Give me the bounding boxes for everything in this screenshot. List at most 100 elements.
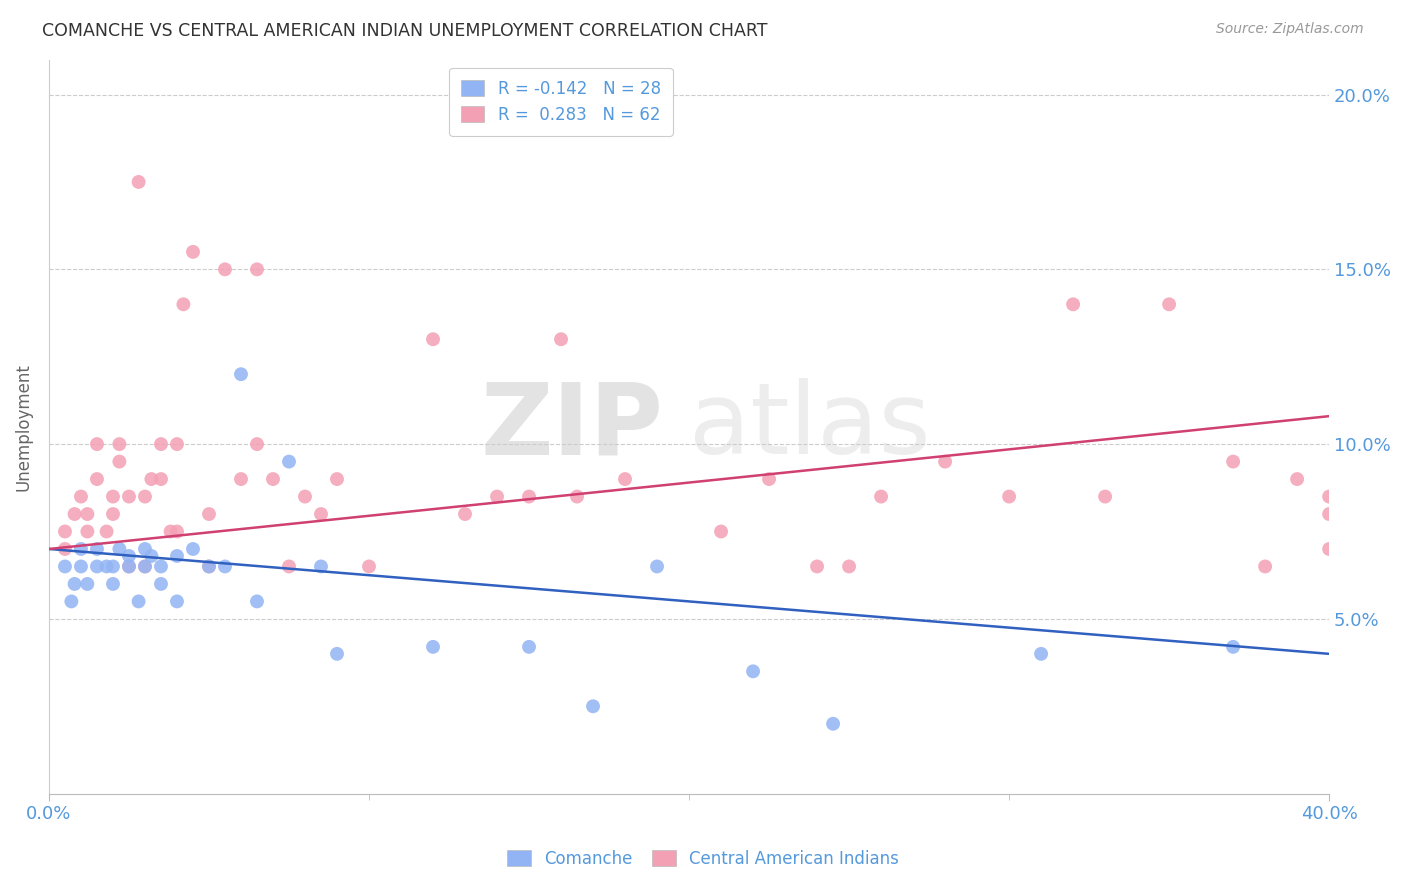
Point [166,549,188,563]
Point [63,577,86,591]
Point [326,647,349,661]
Point [86,559,108,574]
Point [76,524,98,539]
Point [96,524,118,539]
Point [53,559,76,574]
Point [86,541,108,556]
Point [838,559,860,574]
Point [172,297,194,311]
Point [1317,541,1340,556]
Point [159,524,181,539]
Point [823,716,845,731]
Point [149,472,172,486]
Point [128,175,150,189]
Point [118,490,141,504]
Point [1254,559,1277,574]
Point [166,524,188,539]
Point [149,437,172,451]
Point [758,472,780,486]
Point [1159,297,1181,311]
Point [214,262,236,277]
Point [86,472,108,486]
Y-axis label: Unemployment: Unemployment [15,363,32,491]
Point [166,594,188,608]
Point [565,490,588,504]
Point [101,577,124,591]
Point [1317,490,1340,504]
Point [278,559,301,574]
Point [101,507,124,521]
Point [1286,472,1309,486]
Point [517,640,540,654]
Point [181,244,204,259]
Point [128,594,150,608]
Point [86,437,108,451]
Point [134,490,156,504]
Text: ZIP: ZIP [481,378,664,475]
Point [246,262,269,277]
Point [108,541,131,556]
Point [108,437,131,451]
Point [870,490,893,504]
Text: Source: ZipAtlas.com: Source: ZipAtlas.com [1216,22,1364,37]
Point [101,490,124,504]
Point [60,594,83,608]
Point [645,87,668,102]
Point [710,524,733,539]
Point [357,559,380,574]
Point [76,507,98,521]
Point [134,559,156,574]
Point [181,541,204,556]
Point [1062,297,1084,311]
Point [149,577,172,591]
Text: COMANCHE VS CENTRAL AMERICAN INDIAN UNEMPLOYMENT CORRELATION CHART: COMANCHE VS CENTRAL AMERICAN INDIAN UNEM… [42,22,768,40]
Point [214,559,236,574]
Point [309,559,332,574]
Point [645,559,668,574]
Point [294,490,316,504]
Point [422,332,444,346]
Point [582,699,605,714]
Point [108,454,131,468]
Point [1094,490,1116,504]
Point [134,541,156,556]
Point [118,549,141,563]
Point [517,490,540,504]
Point [70,541,93,556]
Point [166,437,188,451]
Point [262,472,284,486]
Point [550,332,572,346]
Point [614,472,637,486]
Point [229,472,252,486]
Legend: Comanche, Central American Indians: Comanche, Central American Indians [501,844,905,875]
Point [96,559,118,574]
Point [118,559,141,574]
Text: atlas: atlas [689,378,931,475]
Point [934,454,956,468]
Point [422,640,444,654]
Point [134,559,156,574]
Point [149,559,172,574]
Point [70,559,93,574]
Point [53,541,76,556]
Point [198,559,221,574]
Point [742,665,765,679]
Point [486,490,509,504]
Point [278,454,301,468]
Point [998,490,1021,504]
Point [70,490,93,504]
Point [1222,454,1244,468]
Point [229,368,252,382]
Point [198,559,221,574]
Point [454,507,477,521]
Point [101,559,124,574]
Point [1317,507,1340,521]
Point [141,549,163,563]
Point [118,559,141,574]
Point [76,577,98,591]
Point [806,559,828,574]
Point [246,594,269,608]
Legend: R = -0.142   N = 28, R =  0.283   N = 62: R = -0.142 N = 28, R = 0.283 N = 62 [450,68,672,136]
Point [309,507,332,521]
Point [63,507,86,521]
